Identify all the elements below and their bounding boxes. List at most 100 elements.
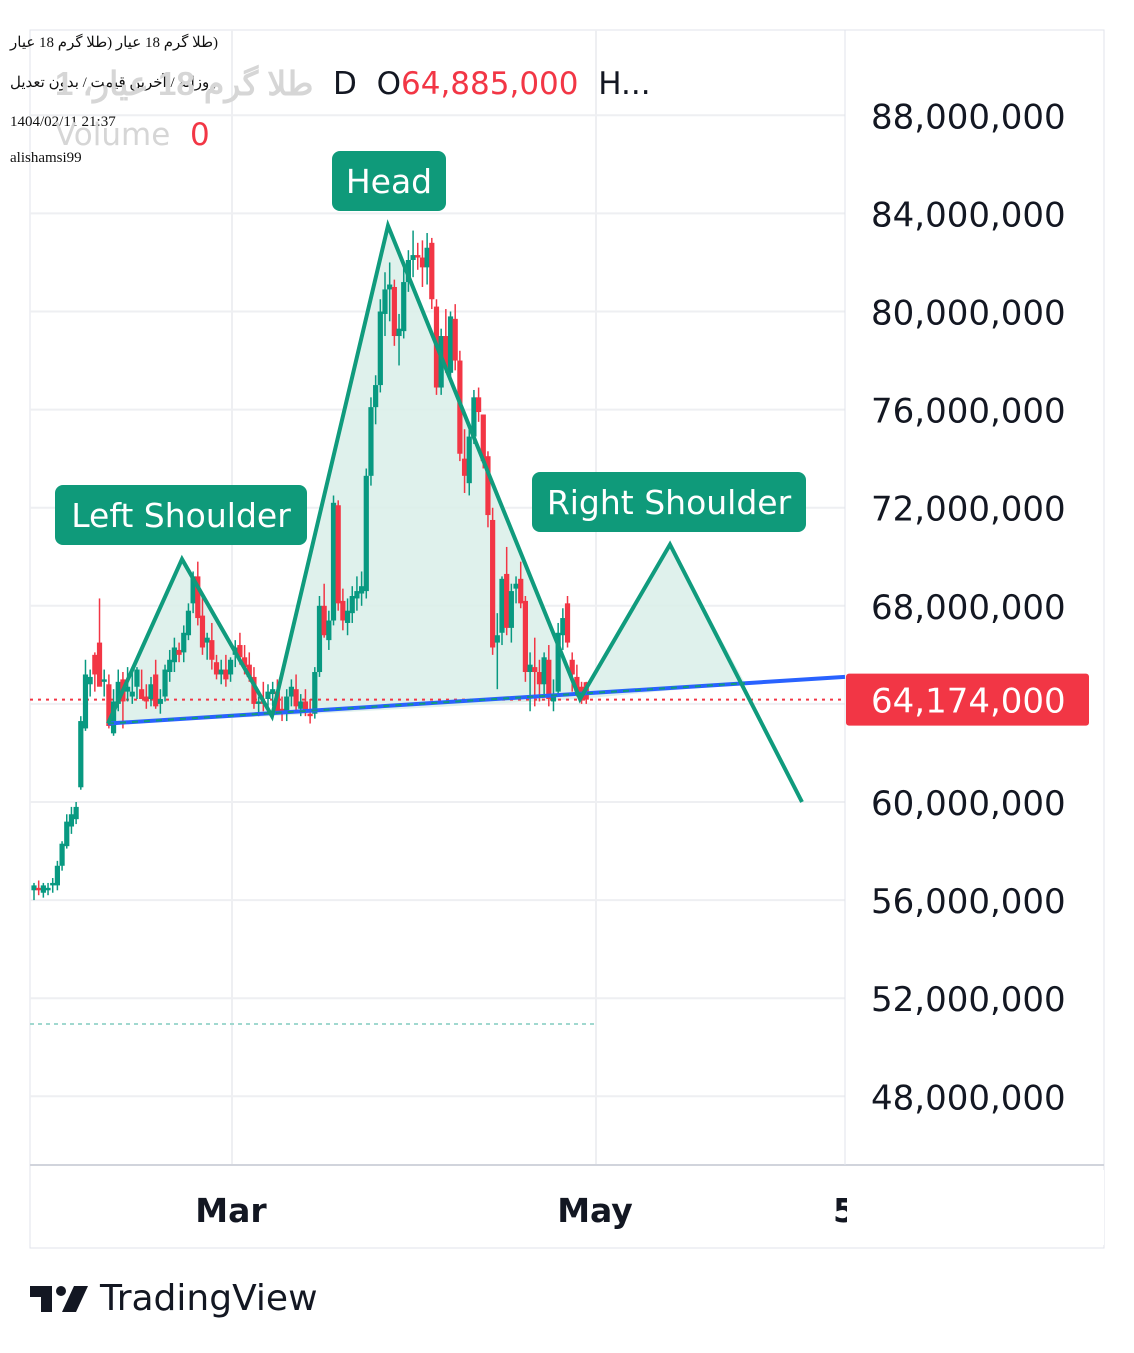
candle-body <box>40 885 46 893</box>
candle-body <box>148 684 154 699</box>
candle-body <box>340 600 346 621</box>
pattern-labels[interactable]: Head Left Shoulder Right Shoulder <box>55 151 806 545</box>
candle-body <box>513 583 519 589</box>
candle <box>223 654 229 687</box>
candle-body <box>312 672 318 714</box>
candle <box>443 309 449 373</box>
candle <box>195 561 201 626</box>
candle-body <box>134 669 140 687</box>
label-head-text: Head <box>346 162 432 201</box>
candle-body <box>546 659 552 699</box>
candle-body <box>209 640 215 660</box>
candle <box>64 814 70 849</box>
candle <box>401 267 407 339</box>
candle-body <box>541 657 547 685</box>
candle-body <box>270 689 276 695</box>
candle-body <box>326 620 332 641</box>
candle-body <box>373 385 379 408</box>
candle-body <box>218 669 224 675</box>
candle <box>73 802 79 825</box>
candle <box>429 237 435 310</box>
label-left-shoulder-box <box>55 485 307 545</box>
candle <box>466 426 472 496</box>
x-tick-label: Mar <box>195 1191 267 1230</box>
candle-body <box>36 887 42 891</box>
candle-body <box>68 814 75 827</box>
candle-body <box>354 591 360 599</box>
candle <box>363 468 369 599</box>
candle-body <box>54 865 60 886</box>
candle <box>87 669 93 697</box>
candle <box>45 882 51 896</box>
candle-body <box>508 591 514 628</box>
candle-body <box>410 255 416 260</box>
candle <box>134 667 140 699</box>
last-price-tag[interactable] <box>846 673 1089 726</box>
label-right-shoulder[interactable]: Right Shoulder <box>532 472 806 532</box>
candle-body <box>242 657 248 668</box>
candle <box>293 674 299 712</box>
y-tick-label: 76,000,000 <box>871 392 1066 432</box>
header-timestamp: 1404/02/11 21:37 <box>10 114 116 130</box>
candle-body <box>190 576 196 604</box>
candle-body <box>223 669 229 680</box>
label-right-shoulder-text: Right Shoulder <box>547 483 792 522</box>
price-axis[interactable]: 88,000,000 84,000,000 80,000,000 76,000,000… <box>846 97 1089 1118</box>
candle-body <box>64 821 70 847</box>
legend-interval: D <box>333 66 357 102</box>
candle-body <box>480 414 486 462</box>
candle <box>415 242 421 270</box>
candle-body <box>335 505 341 604</box>
candle-body <box>569 659 575 675</box>
candle-body <box>31 885 37 891</box>
candle-body <box>302 701 309 712</box>
candle-body <box>167 659 173 673</box>
candle <box>185 603 192 641</box>
pattern-line[interactable] <box>106 219 804 803</box>
legend-volume-value: 0 <box>190 117 210 153</box>
candle <box>227 657 234 682</box>
candle-body <box>171 647 177 663</box>
candle-body <box>265 691 271 699</box>
label-head[interactable]: Head <box>332 151 446 211</box>
candle-body <box>499 578 505 633</box>
head-and-shoulders-pattern[interactable] <box>106 219 846 803</box>
y-tick-label: 84,000,000 <box>871 195 1066 235</box>
tradingview-logo-icon <box>30 1285 88 1312</box>
candle-body <box>518 578 524 604</box>
candle <box>382 272 388 337</box>
candle <box>209 622 215 670</box>
label-left-shoulder[interactable]: Left Shoulder <box>55 485 307 545</box>
header-author: alishamsi99 <box>10 150 82 166</box>
candle-body <box>466 436 472 484</box>
candle-body <box>382 289 388 314</box>
candle <box>167 649 173 682</box>
candle <box>321 583 327 638</box>
tradingview-logo[interactable]: TradingView <box>30 1278 318 1319</box>
candle <box>153 659 159 709</box>
legend-volume-label: Volume <box>55 117 171 153</box>
candle <box>569 652 575 692</box>
candle <box>396 313 402 366</box>
time-axis[interactable]: Mar May 5 <box>195 1170 1104 1245</box>
candle <box>284 689 290 722</box>
candle <box>518 561 524 609</box>
candle <box>82 659 89 731</box>
candle <box>476 387 482 422</box>
candle-body <box>195 576 201 619</box>
candle-body <box>227 659 234 675</box>
candle <box>344 598 351 636</box>
candle <box>143 684 149 709</box>
candle <box>31 882 37 901</box>
label-right-shoulder-box <box>532 472 806 532</box>
candle <box>59 841 65 871</box>
legend-open-label: O <box>376 66 401 102</box>
y-tick-label: 88,000,000 <box>871 97 1066 137</box>
candle-body <box>490 519 496 648</box>
candle <box>54 860 60 891</box>
candle-body <box>452 318 458 361</box>
brand-name: TradingView <box>100 1278 318 1319</box>
y-tick-label: 68,000,000 <box>871 588 1066 628</box>
header-subtitle: روزانه / آخرین قیمت / بدون تعدیل <box>10 75 217 91</box>
